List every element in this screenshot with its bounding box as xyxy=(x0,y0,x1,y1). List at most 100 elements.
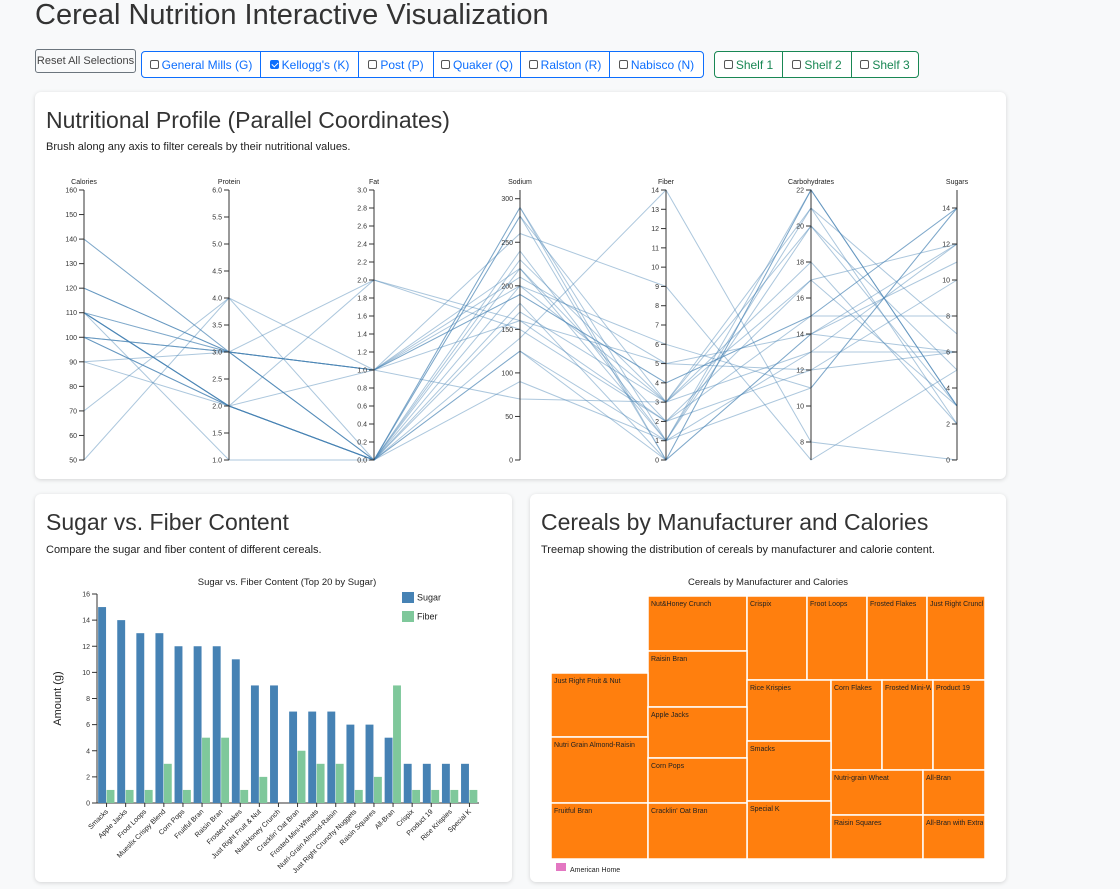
fiber-bar[interactable] xyxy=(431,789,440,803)
fiber-bar[interactable] xyxy=(469,789,478,803)
treemap-cell-nutri-grain-wheat[interactable]: Nutri-grain Wheat xyxy=(830,769,924,816)
treemap-cell-product-19[interactable]: Product 19 xyxy=(932,679,986,771)
sugar-bar[interactable] xyxy=(136,633,145,803)
treemap-cell-special-k[interactable]: Special K xyxy=(746,800,832,860)
sugar-bar[interactable] xyxy=(117,620,126,803)
axis-fat[interactable]: Fat 0.0 0.2 0.4 0.6 0.8 1.0 1.2 1.4 1.6 1.8 2.0 2.2 2… xyxy=(357,179,379,465)
sugar-bar[interactable] xyxy=(289,711,298,803)
treemap-cell-nut-honey-crunch[interactable]: Nut&Honey Crunch xyxy=(647,595,748,652)
sugar-bar[interactable] xyxy=(250,685,259,803)
shelf-button-shelf-1[interactable]: Shelf 1 xyxy=(714,51,783,78)
fiber-bar[interactable] xyxy=(163,763,172,803)
checkbox-icon[interactable] xyxy=(528,60,538,69)
treemap-cell-apple-jacks[interactable]: Apple Jacks xyxy=(647,706,748,759)
treemap-rect[interactable] xyxy=(866,595,928,681)
treemap-cell-raisin-squares[interactable]: Raisin Squares xyxy=(830,814,924,860)
fiber-bar[interactable] xyxy=(125,789,134,803)
treemap-cell-nutri-grain-almond-raisin[interactable]: Nutri Grain Almond-Raisin xyxy=(550,736,649,804)
axis-carbohydrates[interactable]: Carbohydrates 8 10 12 14 16 18 20 22 xyxy=(788,179,834,460)
fiber-bar[interactable] xyxy=(144,789,153,803)
treemap-cell-cracklin-oat-bran[interactable]: Cracklin' Oat Bran xyxy=(647,802,748,860)
sugar-bar[interactable] xyxy=(308,711,317,803)
fiber-bar[interactable] xyxy=(202,737,210,803)
sugar-bar[interactable] xyxy=(403,763,412,803)
shelf-button-shelf-3[interactable]: Shelf 3 xyxy=(851,51,919,78)
treemap-rect[interactable] xyxy=(932,679,986,771)
treemap-rect[interactable] xyxy=(926,595,986,681)
treemap-rect[interactable] xyxy=(830,814,924,860)
fiber-bar[interactable] xyxy=(412,789,421,803)
fiber-bar[interactable] xyxy=(182,789,191,803)
manufacturer-button-quaker-q[interactable]: Quaker (Q) xyxy=(433,51,521,78)
sugar-fiber-chart[interactable]: Sugar vs. Fiber Content (Top 20 by Sugar… xyxy=(35,494,512,882)
treemap-rect[interactable] xyxy=(881,679,934,771)
fiber-bar[interactable] xyxy=(259,776,268,803)
checkbox-icon[interactable] xyxy=(723,60,733,69)
sugar-bar[interactable] xyxy=(174,646,183,803)
treemap-rect[interactable] xyxy=(830,769,924,816)
treemap-cell-rice-krispies[interactable]: Rice Krispies xyxy=(746,679,832,742)
fiber-bar[interactable] xyxy=(316,763,325,803)
checkbox-icon[interactable] xyxy=(440,60,450,69)
axis-calories[interactable]: Calories 50 60 70 80 90 100 110 120 130 140 150 160 xyxy=(65,179,97,465)
fiber-bar[interactable] xyxy=(297,750,306,803)
fiber-bar[interactable] xyxy=(106,789,115,803)
reset-selections-button[interactable]: Reset All Selections xyxy=(35,49,136,73)
checkbox-icon[interactable] xyxy=(269,60,279,69)
fiber-bar[interactable] xyxy=(354,789,363,803)
sugar-bar[interactable] xyxy=(365,724,374,803)
treemap-cell-all-bran[interactable]: All-Bran xyxy=(922,769,986,816)
manufacturer-button-post-p[interactable]: Post (P) xyxy=(358,51,434,78)
treemap-cell-smacks[interactable]: Smacks xyxy=(746,740,832,802)
treemap-cell-crispix[interactable]: Crispix xyxy=(746,595,808,681)
sugar-bar[interactable] xyxy=(346,724,355,803)
treemap-rect[interactable] xyxy=(647,706,748,759)
treemap-cell-corn-flakes[interactable]: Corn Flakes xyxy=(830,679,883,771)
treemap-cell-just-right-fruit-nut[interactable]: Just Right Fruit & Nut xyxy=(550,672,649,738)
manufacturer-button-general-mills-g[interactable]: General Mills (G) xyxy=(141,51,261,78)
fiber-bar[interactable] xyxy=(373,776,382,803)
sugar-bar[interactable] xyxy=(422,763,431,803)
sugar-bar[interactable] xyxy=(231,659,240,803)
sugar-bar[interactable] xyxy=(212,646,221,803)
checkbox-icon[interactable] xyxy=(618,60,628,69)
manufacturer-button-ralston-r[interactable]: Ralston (R) xyxy=(520,51,610,78)
axis-protein[interactable]: Protein 1.0 1.5 2.0 2.5 3.0 3.5 4.0 4.5 5.0 5.5 6.0 xyxy=(212,179,240,465)
treemap-rect[interactable] xyxy=(647,802,748,860)
fiber-bar[interactable] xyxy=(221,737,230,803)
sugar-bar[interactable] xyxy=(441,763,450,803)
fiber-bar[interactable] xyxy=(393,685,401,803)
axis-sodium[interactable]: Sodium 0 50 100 150 200 250 300 xyxy=(501,179,532,465)
treemap-cell-fruitful-bran[interactable]: Fruitful Bran xyxy=(550,802,649,860)
treemap-cell-just-right-crunchy-n[interactable]: Just Right Crunchy N xyxy=(926,595,996,681)
checkbox-icon[interactable] xyxy=(368,60,378,69)
treemap-rect[interactable] xyxy=(806,595,868,681)
treemap-rect[interactable] xyxy=(922,814,986,860)
sugar-bar[interactable] xyxy=(155,633,164,803)
sugar-bar[interactable] xyxy=(384,737,393,803)
manufacturer-button-nabisco-n[interactable]: Nabisco (N) xyxy=(609,51,704,78)
checkbox-icon[interactable] xyxy=(860,60,870,69)
treemap-cell-froot-loops[interactable]: Froot Loops xyxy=(806,595,868,681)
treemap-rect[interactable] xyxy=(550,802,649,860)
treemap-chart[interactable]: Cereals by Manufacturer and Calories Nut&… xyxy=(530,494,1006,882)
sugar-bar[interactable] xyxy=(98,607,107,803)
treemap-cell-raisin-bran[interactable]: Raisin Bran xyxy=(647,650,748,708)
treemap-rect[interactable] xyxy=(647,650,748,708)
treemap-rect[interactable] xyxy=(922,769,986,816)
treemap-cell-all-bran-with-extra-fiber[interactable]: All-Bran with Extra Fiber xyxy=(922,814,1002,860)
checkbox-icon[interactable] xyxy=(792,60,802,69)
shelf-button-shelf-2[interactable]: Shelf 2 xyxy=(782,51,852,78)
sugar-bar[interactable] xyxy=(270,685,278,803)
fiber-bar[interactable] xyxy=(335,763,344,803)
sugar-bar[interactable] xyxy=(327,711,336,803)
checkbox-icon[interactable] xyxy=(149,60,159,69)
treemap-rect[interactable] xyxy=(746,595,808,681)
treemap-rect[interactable] xyxy=(830,679,883,771)
manufacturer-button-kellogg-s-k[interactable]: Kellogg's (K) xyxy=(260,51,359,78)
sugar-bar[interactable] xyxy=(193,646,202,803)
axis-sugars[interactable]: Sugars 0 2 4 6 8 10 12 14 xyxy=(942,179,968,465)
fiber-bar[interactable] xyxy=(240,789,249,803)
